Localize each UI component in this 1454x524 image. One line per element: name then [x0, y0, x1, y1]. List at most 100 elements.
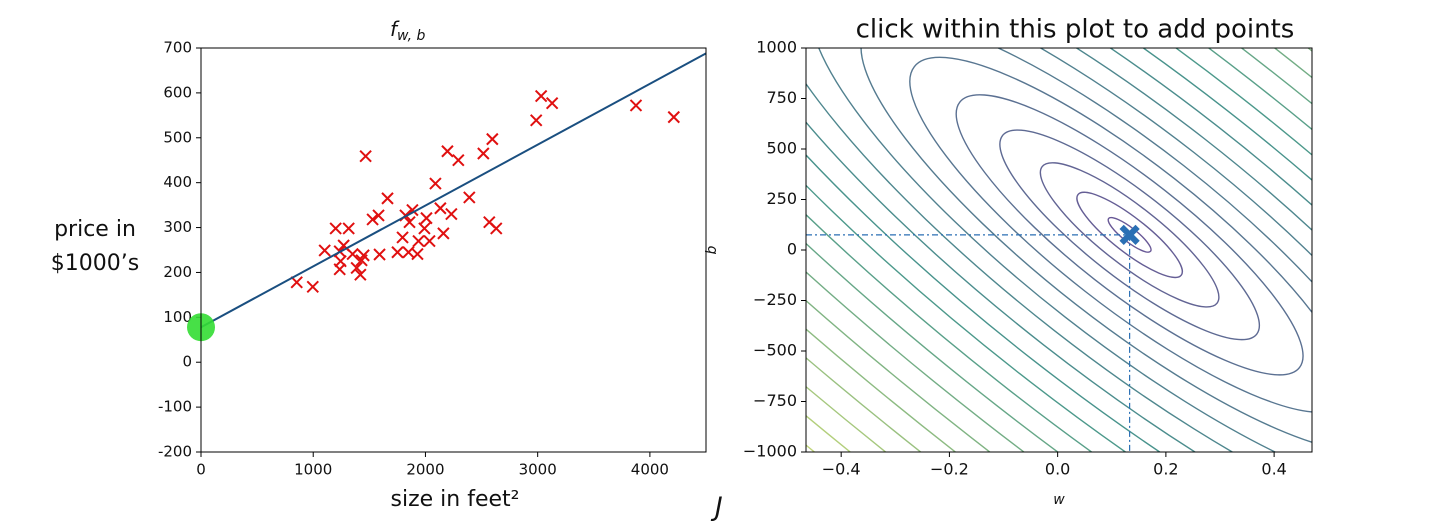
scatter-marker — [350, 261, 363, 275]
y-tick-label: 750 — [766, 88, 797, 107]
chart-title: click within this plot to add points — [856, 15, 1295, 45]
x-tick-label: 4000 — [631, 461, 669, 479]
y-tick-label: 1000 — [756, 38, 797, 57]
y-tick-label: −750 — [753, 391, 797, 410]
y-tick-label: 300 — [163, 218, 192, 236]
contour-line — [806, 48, 1312, 452]
y-tick-label: 100 — [163, 308, 192, 326]
scatter-marker — [290, 276, 303, 289]
scatter-marker — [403, 215, 416, 229]
y-tick-label: −500 — [753, 341, 797, 360]
x-tick-label: 0.2 — [1153, 460, 1178, 479]
scatter-marker — [441, 145, 454, 158]
y-tick-label: 500 — [163, 128, 192, 146]
y-tick-label: 400 — [163, 173, 192, 191]
y-tick-label: -100 — [158, 398, 192, 416]
scatter-marker — [329, 222, 342, 235]
scatter-marker — [391, 246, 404, 259]
scatter-marker — [346, 247, 359, 261]
contour-line — [955, 94, 1304, 376]
scatter-marker — [342, 222, 355, 235]
x-axis-label: size in feet² — [391, 487, 520, 512]
scatter-marker — [423, 234, 436, 248]
y-tick-label: 200 — [163, 263, 192, 281]
x-tick-label: 3000 — [519, 461, 557, 479]
scatter-marker — [381, 192, 394, 205]
plot-frame — [200, 47, 707, 453]
scatter-marker — [318, 244, 331, 257]
y-axis-label: price in — [54, 217, 136, 242]
scatter-marker — [486, 132, 499, 146]
title-subscript: w, b — [397, 28, 425, 44]
y-tick-label: 250 — [766, 189, 797, 208]
scatter-marker — [545, 97, 559, 110]
contour-line — [806, 48, 1312, 452]
y-tick-label: −1000 — [743, 442, 797, 461]
fit-line — [200, 52, 707, 329]
scatter-marker — [366, 213, 379, 226]
contour-line — [1076, 191, 1184, 279]
x-tick-label: −0.4 — [822, 460, 861, 479]
scatter-marker — [437, 227, 450, 240]
scatter-marker — [411, 247, 424, 261]
scatter-marker — [373, 248, 386, 261]
scatter-marker — [463, 191, 476, 204]
y-tick-label: 0 — [182, 353, 192, 371]
scatter-marker — [445, 207, 458, 221]
contour-line — [999, 129, 1261, 341]
y-axis-label: b — [704, 245, 720, 254]
annotation: J — [710, 493, 723, 523]
scatter-marker — [490, 222, 503, 235]
scatter-marker — [418, 222, 431, 235]
y-tick-label: −250 — [753, 290, 797, 309]
scatter-marker — [334, 255, 347, 268]
scatter-marker — [477, 147, 490, 160]
scatter-marker — [667, 110, 680, 124]
contour-line — [909, 56, 1312, 414]
x-tick-label: 0.0 — [1045, 460, 1070, 479]
scatter-marker — [534, 89, 548, 103]
y-tick-label: 600 — [163, 83, 192, 101]
scatter-marker — [530, 114, 543, 127]
chart-title: fw, b — [390, 17, 426, 45]
contour-line — [806, 48, 1312, 452]
y-axis-label: $1000’s — [51, 251, 139, 276]
contour-line — [806, 48, 1312, 452]
x-tick-label: 2000 — [406, 461, 444, 479]
scatter-marker — [452, 154, 465, 167]
contour-line — [860, 48, 1312, 452]
scatter-marker — [354, 268, 367, 281]
current-point — [1119, 224, 1140, 245]
scatter-marker — [434, 202, 447, 215]
scatter-marker — [429, 177, 442, 190]
x-tick-label: 0 — [196, 461, 206, 479]
scatter-marker — [396, 231, 409, 244]
x-tick-label: −0.2 — [930, 460, 969, 479]
x-axis-label: w — [1053, 492, 1065, 508]
contour-line — [1039, 162, 1220, 308]
scatter-marker — [357, 249, 370, 262]
contour-line — [809, 48, 1312, 452]
scatter-marker — [412, 234, 425, 248]
contour-line — [806, 48, 1312, 452]
plot-frame — [805, 47, 1313, 453]
contour-line — [806, 48, 1312, 452]
scatter-marker — [372, 209, 385, 222]
y-tick-label: 700 — [163, 39, 192, 57]
y-tick-label: 0 — [787, 240, 797, 259]
title-main: f — [390, 17, 400, 41]
x-tick-label: 0.4 — [1261, 460, 1286, 479]
scatter-marker — [629, 99, 643, 112]
x-tick-label: 1000 — [294, 461, 332, 479]
y-tick-label: -200 — [158, 443, 192, 461]
scatter-marker — [420, 211, 433, 225]
contour-line — [806, 48, 1312, 452]
scatter-marker — [306, 280, 319, 294]
y-tick-label: 500 — [766, 139, 797, 158]
